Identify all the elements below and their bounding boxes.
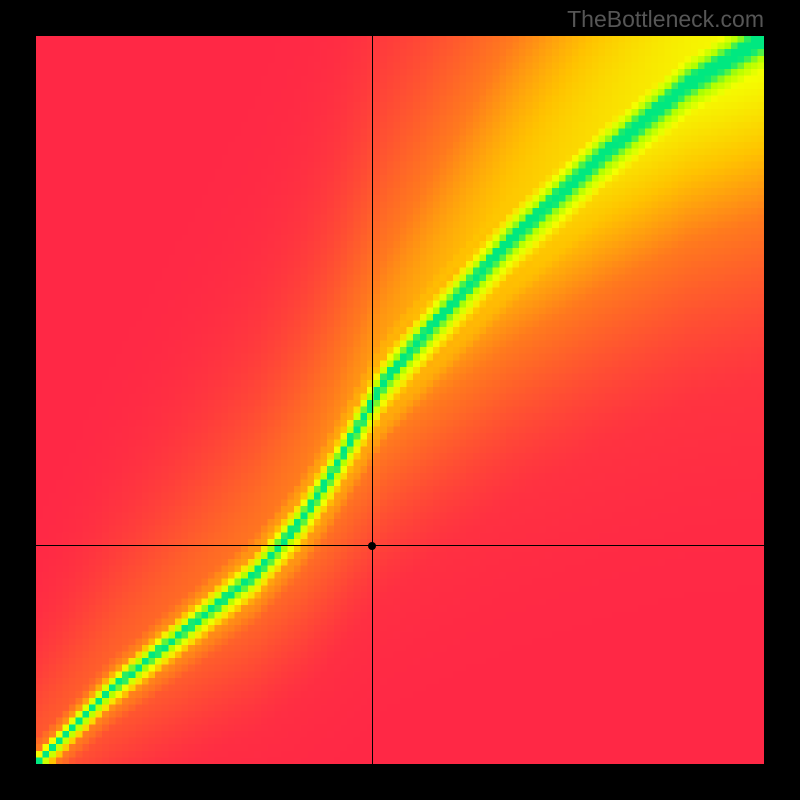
chart-container: TheBottleneck.com: [0, 0, 800, 800]
heatmap-plot: [36, 36, 764, 764]
crosshair-vertical: [372, 36, 373, 764]
crosshair-horizontal: [36, 545, 764, 546]
marker-dot: [368, 542, 376, 550]
watermark-text: TheBottleneck.com: [567, 6, 764, 33]
